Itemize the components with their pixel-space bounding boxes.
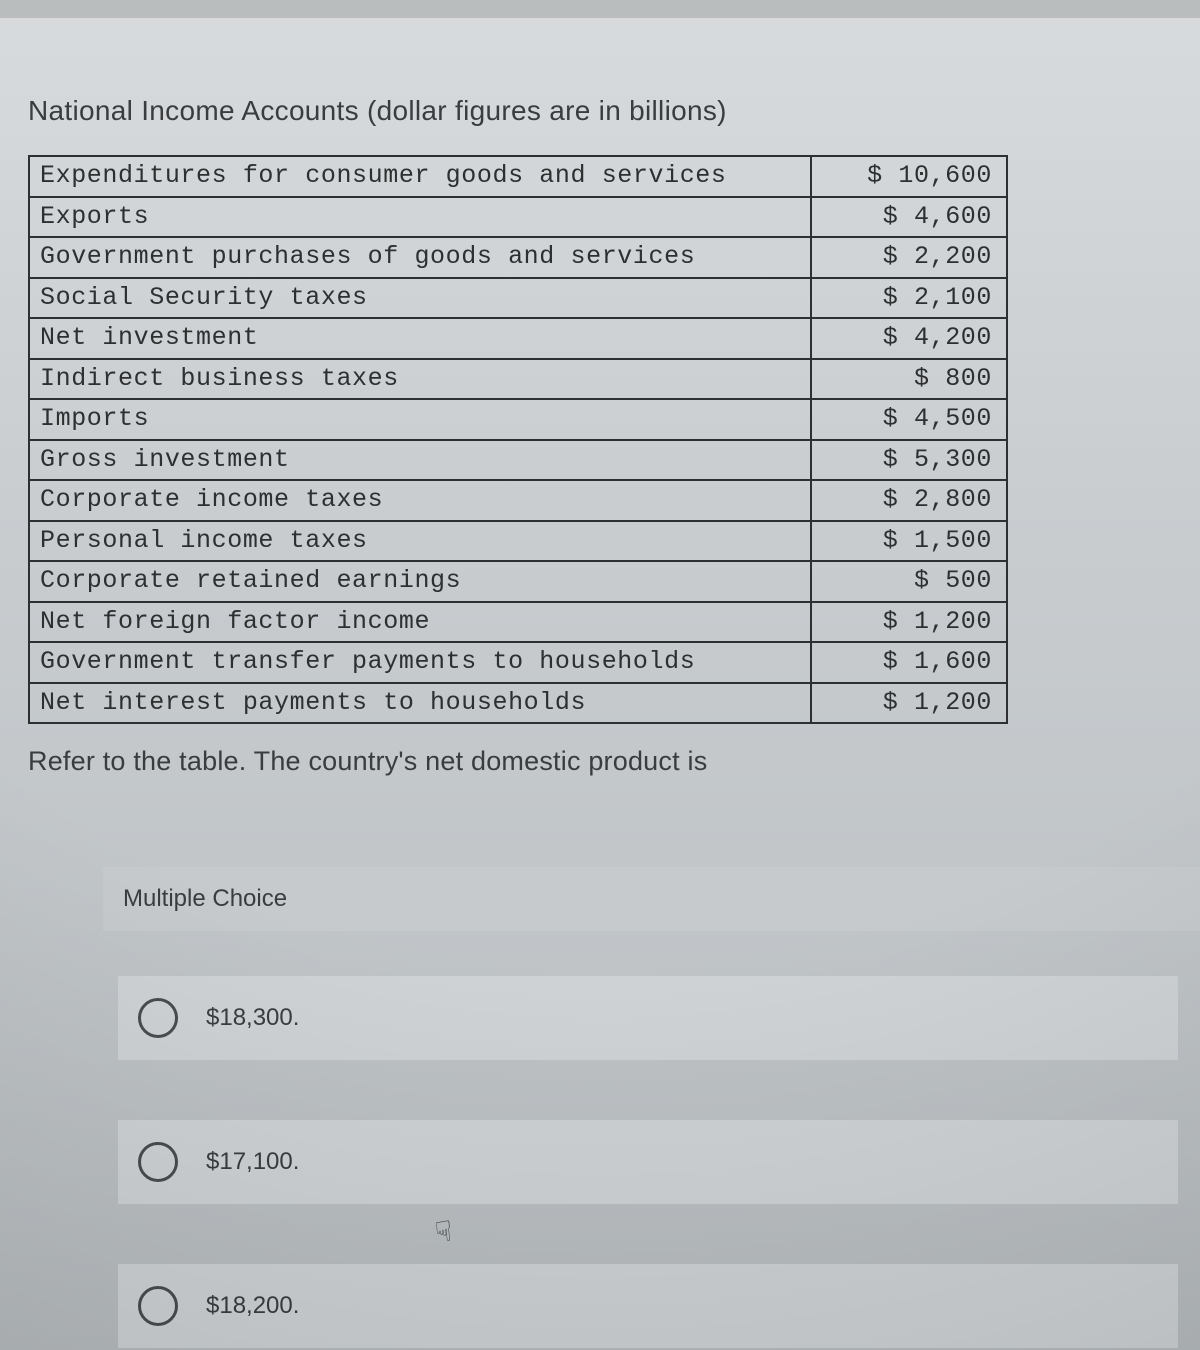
row-label: Exports [29, 197, 811, 238]
choice-option[interactable]: $17,100. [118, 1120, 1178, 1204]
accounts-table-body: Expenditures for consumer goods and serv… [29, 156, 1007, 723]
row-label: Imports [29, 399, 811, 440]
row-label: Personal income taxes [29, 521, 811, 562]
accounts-table: Expenditures for consumer goods and serv… [28, 155, 1008, 724]
row-label: Expenditures for consumer goods and serv… [29, 156, 811, 197]
radio-icon[interactable] [138, 1142, 178, 1182]
row-value: $ 1,200 [811, 602, 1007, 643]
row-value: $ 2,800 [811, 480, 1007, 521]
table-row: Social Security taxes $ 2,100 [29, 278, 1007, 319]
top-cutoff-bar [0, 0, 1200, 18]
table-row: Gross investment $ 5,300 [29, 440, 1007, 481]
table-row: Exports $ 4,600 [29, 197, 1007, 238]
table-row: Corporate retained earnings $ 500 [29, 561, 1007, 602]
choice-label: $17,100. [206, 1148, 299, 1176]
radio-icon[interactable] [138, 1286, 178, 1326]
row-label: Corporate income taxes [29, 480, 811, 521]
row-value: $ 500 [811, 561, 1007, 602]
row-value: $ 2,100 [811, 278, 1007, 319]
choice-label: $18,300. [206, 1004, 299, 1032]
table-row: Net foreign factor income $ 1,200 [29, 602, 1007, 643]
choices-list: $18,300. $17,100. $18,200. [118, 976, 1172, 1348]
row-value: $ 800 [811, 359, 1007, 400]
row-label: Gross investment [29, 440, 811, 481]
row-value: $ 10,600 [811, 156, 1007, 197]
row-label: Social Security taxes [29, 278, 811, 319]
table-row: Net investment $ 4,200 [29, 318, 1007, 359]
table-row: Indirect business taxes $ 800 [29, 359, 1007, 400]
row-value: $ 2,200 [811, 237, 1007, 278]
table-row: Government purchases of goods and servic… [29, 237, 1007, 278]
row-label: Net investment [29, 318, 811, 359]
table-row: Government transfer payments to househol… [29, 642, 1007, 683]
multiple-choice-header: Multiple Choice [103, 867, 1200, 931]
row-value: $ 4,600 [811, 197, 1007, 238]
row-label: Government purchases of goods and servic… [29, 237, 811, 278]
row-value: $ 4,200 [811, 318, 1007, 359]
row-label: Government transfer payments to househol… [29, 642, 811, 683]
row-value: $ 5,300 [811, 440, 1007, 481]
row-value: $ 1,600 [811, 642, 1007, 683]
table-row: Corporate income taxes $ 2,800 [29, 480, 1007, 521]
row-label: Net interest payments to households [29, 683, 811, 724]
table-row: Net interest payments to households $ 1,… [29, 683, 1007, 724]
radio-icon[interactable] [138, 998, 178, 1038]
table-row: Personal income taxes $ 1,500 [29, 521, 1007, 562]
row-value: $ 1,200 [811, 683, 1007, 724]
table-row: Expenditures for consumer goods and serv… [29, 156, 1007, 197]
row-label: Net foreign factor income [29, 602, 811, 643]
row-label: Corporate retained earnings [29, 561, 811, 602]
table-title: National Income Accounts (dollar figures… [28, 95, 1172, 127]
row-label: Indirect business taxes [29, 359, 811, 400]
question-text: Refer to the table. The country's net do… [28, 746, 1172, 777]
choice-label: $18,200. [206, 1292, 299, 1320]
choice-option[interactable]: $18,300. [118, 976, 1178, 1060]
row-value: $ 4,500 [811, 399, 1007, 440]
table-row: Imports $ 4,500 [29, 399, 1007, 440]
question-page: National Income Accounts (dollar figures… [0, 0, 1200, 1348]
row-value: $ 1,500 [811, 521, 1007, 562]
choice-option[interactable]: $18,200. [118, 1264, 1178, 1348]
